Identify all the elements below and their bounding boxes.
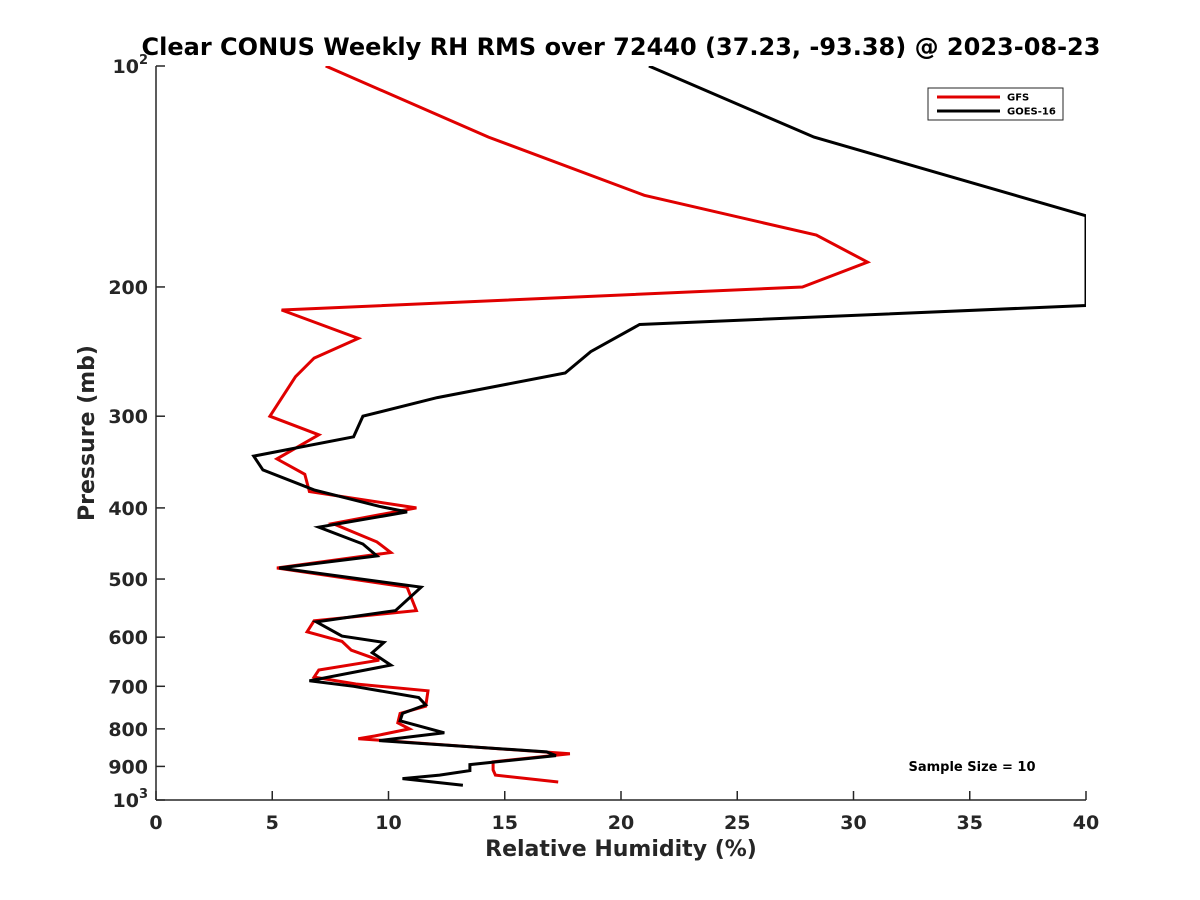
y-tick-label: 102 — [113, 53, 149, 78]
chart-title: Clear CONUS Weekly RH RMS over 72440 (37… — [142, 33, 1101, 61]
series-line-gfs — [267, 66, 872, 784]
legend: GFS GOES-16 — [927, 87, 1064, 121]
y-tick-label: 900 — [108, 756, 148, 778]
x-axis-label: Relative Humidity (%) — [485, 837, 757, 862]
plot-area: 0 5 10 15 20 25 30 35 40102200300400500600700800… — [108, 53, 1099, 834]
y-tick-label-exponent: 3 — [139, 787, 148, 802]
x-tick-label: 25 — [724, 812, 750, 834]
y-tick-label: 500 — [108, 569, 148, 591]
y-tick-label: 300 — [108, 406, 148, 428]
x-tick-label: 10 — [375, 812, 401, 834]
y-axis-label: Pressure (mb) — [75, 345, 100, 521]
y-tick-label: 700 — [108, 676, 148, 698]
x-tick-label: 0 — [149, 812, 162, 834]
legend-box — [927, 87, 1064, 121]
y-tick-label: 400 — [108, 498, 148, 520]
sample-size-annotation: Sample Size = 10 — [908, 760, 1035, 775]
x-tick-label: 40 — [1073, 812, 1099, 834]
x-tick-label: 5 — [266, 812, 279, 834]
x-tick-label: 30 — [840, 812, 866, 834]
y-tick-label-base: 10 — [113, 790, 139, 812]
x-tick-label: 35 — [957, 812, 983, 834]
y-tick-label: 103 — [113, 787, 149, 812]
legend-label: GFS — [1007, 93, 1029, 104]
x-tick-label: 15 — [492, 812, 518, 834]
y-tick-label-base: 10 — [113, 56, 139, 78]
series-line-goes-16 — [251, 66, 1086, 787]
x-tick-label: 20 — [608, 812, 634, 834]
y-tick-label: 200 — [108, 277, 148, 299]
y-tick-label: 800 — [108, 719, 148, 741]
y-tick-label-exponent: 2 — [139, 53, 148, 68]
legend-label: GOES-16 — [1007, 107, 1056, 118]
y-tick-label: 600 — [108, 627, 148, 649]
